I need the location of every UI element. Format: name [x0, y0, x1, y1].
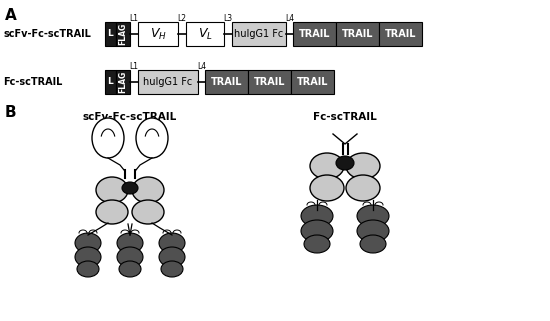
Bar — [291, 70, 334, 94]
Ellipse shape — [357, 220, 389, 242]
Ellipse shape — [346, 153, 380, 179]
Ellipse shape — [304, 235, 330, 253]
Text: huIgG1 Fc: huIgG1 Fc — [234, 29, 284, 39]
Ellipse shape — [92, 118, 124, 158]
Ellipse shape — [159, 247, 185, 267]
Text: B: B — [5, 105, 16, 120]
Text: TRAIL: TRAIL — [297, 77, 328, 87]
Bar — [116, 70, 130, 94]
Ellipse shape — [301, 205, 333, 227]
Bar — [116, 22, 130, 46]
Bar — [379, 22, 422, 46]
Ellipse shape — [96, 177, 128, 203]
Text: L1: L1 — [129, 62, 139, 71]
Text: L4: L4 — [285, 14, 294, 23]
Bar — [336, 22, 379, 46]
Text: L: L — [108, 30, 113, 39]
Ellipse shape — [96, 200, 128, 224]
Text: scFv-Fc-scTRAIL: scFv-Fc-scTRAIL — [3, 29, 91, 39]
Ellipse shape — [132, 200, 164, 224]
Ellipse shape — [117, 247, 143, 267]
Text: $V_H$: $V_H$ — [150, 26, 167, 41]
Text: TRAIL: TRAIL — [254, 77, 285, 87]
Ellipse shape — [346, 175, 380, 201]
Bar — [232, 22, 286, 46]
Ellipse shape — [77, 261, 99, 277]
Text: TRAIL: TRAIL — [342, 29, 373, 39]
Bar — [186, 22, 224, 46]
Text: Fc-scTRAIL: Fc-scTRAIL — [313, 112, 377, 122]
Ellipse shape — [117, 233, 143, 253]
Bar — [248, 70, 291, 94]
Ellipse shape — [161, 261, 183, 277]
Text: huIgG1 Fc: huIgG1 Fc — [144, 77, 192, 87]
Text: L4: L4 — [197, 62, 206, 71]
Text: FLAG: FLAG — [118, 23, 128, 45]
Text: L3: L3 — [223, 14, 233, 23]
Bar — [293, 22, 336, 46]
Text: L: L — [108, 77, 113, 86]
Text: TRAIL: TRAIL — [385, 29, 416, 39]
Text: FLAG: FLAG — [118, 71, 128, 93]
Ellipse shape — [357, 205, 389, 227]
Bar — [105, 70, 116, 94]
Text: TRAIL: TRAIL — [211, 77, 242, 87]
Bar — [138, 22, 178, 46]
Ellipse shape — [132, 177, 164, 203]
Bar — [205, 70, 248, 94]
Text: scFv-Fc-scTRAIL: scFv-Fc-scTRAIL — [83, 112, 177, 122]
Ellipse shape — [122, 182, 138, 194]
Ellipse shape — [136, 118, 168, 158]
Text: L1: L1 — [129, 14, 139, 23]
Ellipse shape — [360, 235, 386, 253]
Ellipse shape — [119, 261, 141, 277]
Ellipse shape — [301, 220, 333, 242]
Text: A: A — [5, 8, 16, 23]
Bar — [138, 70, 198, 94]
Ellipse shape — [75, 247, 101, 267]
Ellipse shape — [310, 175, 344, 201]
Text: $V_L$: $V_L$ — [197, 26, 212, 41]
Text: L2: L2 — [178, 14, 186, 23]
Ellipse shape — [75, 233, 101, 253]
Ellipse shape — [310, 153, 344, 179]
Ellipse shape — [336, 156, 354, 170]
Text: TRAIL: TRAIL — [299, 29, 330, 39]
Ellipse shape — [159, 233, 185, 253]
Text: Fc-scTRAIL: Fc-scTRAIL — [3, 77, 62, 87]
Bar — [105, 22, 116, 46]
